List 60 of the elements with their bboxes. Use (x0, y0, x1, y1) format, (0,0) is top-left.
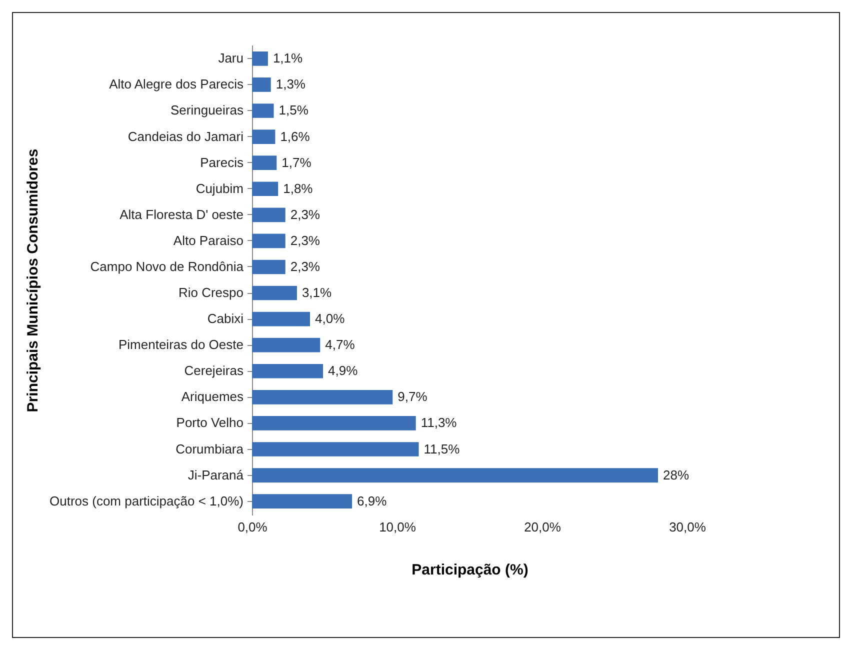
data-label: 1,8% (283, 180, 314, 196)
bar (252, 338, 320, 352)
data-label: 1,5% (278, 102, 309, 118)
bar (252, 156, 277, 170)
x-tick-label: 20,0% (524, 520, 562, 534)
data-label: 1,1% (272, 50, 304, 66)
bar (252, 286, 297, 300)
y-tick-label: Pimenteiras do Oeste (118, 337, 244, 352)
y-tick-label: Porto Velho (176, 415, 244, 430)
bar (252, 364, 324, 378)
data-label: 11,5% (424, 441, 460, 456)
data-label: 11,3% (420, 415, 458, 430)
y-axis-title: Principais Municípios Consumidores (24, 148, 42, 412)
x-tick-label: 10,0% (379, 520, 416, 534)
y-tick-label: Alto Paraiso (173, 232, 244, 248)
data-label: 1,7% (282, 154, 312, 170)
data-label: 1,3% (276, 76, 306, 92)
x-axis-title: Participação (%) (412, 562, 528, 578)
data-label: 4,7% (325, 337, 356, 352)
data-label: 2,3% (290, 206, 320, 222)
y-tick-label: Parecis (200, 154, 244, 170)
data-label: 9,7% (398, 389, 428, 404)
data-label: 4,0% (315, 311, 346, 326)
bar (252, 416, 416, 430)
y-tick-label: Corumbiara (176, 441, 244, 456)
y-tick-label: Seringueiras (170, 102, 244, 118)
data-label: 1,6% (280, 128, 310, 144)
bar (252, 208, 286, 222)
bar (252, 78, 271, 92)
y-tick-label: Outros (com participação < 1,0%) (50, 493, 244, 508)
data-label: 4,9% (328, 363, 358, 378)
bar (252, 442, 419, 456)
y-tick-label: Alto Alegre dos Parecis (109, 76, 244, 92)
data-label: 28% (663, 467, 690, 482)
bar (252, 234, 286, 248)
bar (252, 468, 658, 482)
data-label: 2,3% (290, 232, 320, 248)
x-tick-label: 0,0% (238, 520, 268, 534)
y-tick-label: Ariquemes (181, 389, 244, 404)
y-tick-label: Rio Crespo (178, 285, 244, 300)
bar (252, 52, 268, 66)
y-tick-label: Cerejeiras (184, 363, 244, 378)
bar (252, 260, 286, 274)
bar (252, 390, 393, 404)
y-tick-label: Ji-Paraná (188, 467, 244, 482)
bar (252, 312, 310, 326)
y-tick-label: Cujubim (196, 180, 244, 196)
y-tick-label: Cabixi (207, 311, 244, 326)
bar (252, 182, 278, 196)
y-tick-label: Jaru (218, 50, 244, 66)
data-label: 6,9% (357, 493, 388, 508)
x-tick-label: 30,0% (669, 520, 706, 534)
y-tick-label: Campo Novo de Rondônia (90, 258, 244, 274)
data-label: 2,3% (290, 258, 320, 274)
data-label: 3,1% (302, 285, 332, 300)
bar (252, 104, 274, 118)
bar (252, 130, 276, 144)
y-tick-label: Alta Floresta D' oeste (120, 206, 244, 222)
y-tick-label: Candeias do Jamari (128, 128, 244, 144)
bar (252, 494, 352, 508)
